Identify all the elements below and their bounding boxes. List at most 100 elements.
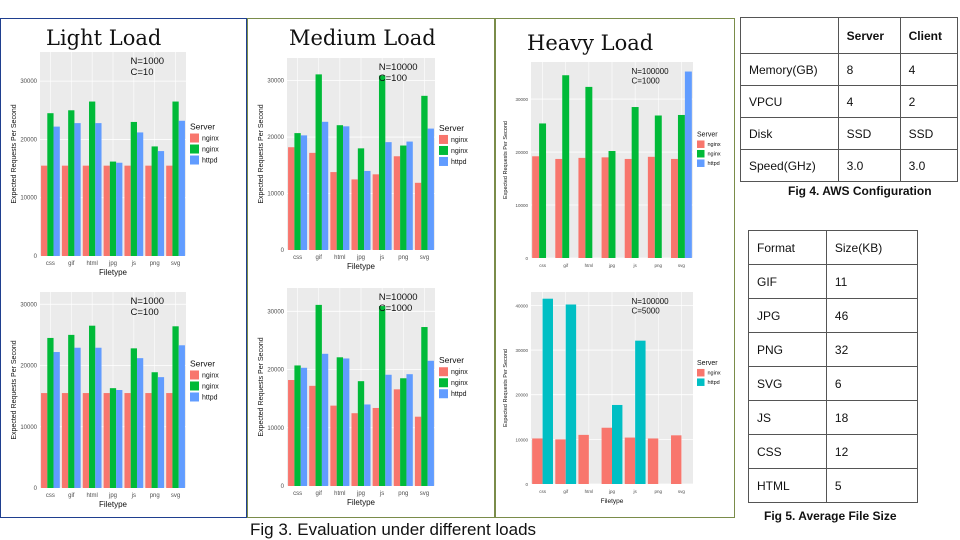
bar xyxy=(647,438,659,484)
x-tick-label: svg xyxy=(171,493,180,499)
y-tick-label: 30000 xyxy=(267,309,284,315)
x-tick-label: svg xyxy=(420,255,429,261)
bar xyxy=(624,437,636,484)
x-tick-label: png xyxy=(398,255,408,261)
x-tick-label: gif xyxy=(563,263,569,268)
bar xyxy=(103,165,110,256)
bar xyxy=(671,158,678,258)
legend-swatch xyxy=(190,381,199,391)
bar xyxy=(406,374,413,486)
y-tick-label: 30000 xyxy=(267,79,284,85)
bar xyxy=(542,298,553,484)
legend-label: httpd xyxy=(202,158,218,165)
bar xyxy=(315,304,322,486)
chart-annotation: N=1000 xyxy=(131,296,165,307)
bar xyxy=(357,381,365,486)
size-cell: 12 xyxy=(825,434,919,469)
bar xyxy=(151,372,158,488)
bar xyxy=(321,121,329,250)
bar xyxy=(400,378,407,486)
bar xyxy=(631,107,639,258)
bar xyxy=(539,123,547,259)
aws-cell: SSD xyxy=(899,117,959,150)
y-tick-label: 0 xyxy=(34,486,38,492)
y-tick-label: 20000 xyxy=(20,364,37,370)
bar xyxy=(145,393,152,488)
bar xyxy=(654,115,662,258)
size-cell: 11 xyxy=(825,264,919,299)
bar xyxy=(671,435,682,484)
chart-light-bottom: 0 10000 20000 30000 css gif html jpg js png svg Fil… xyxy=(11,292,219,509)
y-tick-label: 20000 xyxy=(267,368,284,374)
chart-annotation: C=100 xyxy=(379,73,407,84)
y-tick-label: 20000 xyxy=(515,150,528,155)
bar xyxy=(612,404,623,484)
legend-label: nginx xyxy=(708,142,721,148)
legend-swatch xyxy=(439,156,448,166)
bar xyxy=(294,365,301,486)
chart-annotation: C=5000 xyxy=(631,307,660,316)
x-axis-label: Filetype xyxy=(601,498,624,505)
bar xyxy=(624,158,632,258)
y-tick-label: 0 xyxy=(34,254,38,260)
chart-annotation: N=100000 xyxy=(631,297,669,306)
x-tick-label: jpg xyxy=(108,261,117,267)
bar xyxy=(109,388,117,488)
bar xyxy=(647,156,655,258)
size-cell: HTML xyxy=(748,468,827,503)
bar xyxy=(309,152,316,250)
y-tick-label: 30000 xyxy=(515,97,528,102)
size-cell: 46 xyxy=(825,298,919,333)
legend-title: Server xyxy=(697,360,718,367)
y-axis-label: Expected Requests Per Second xyxy=(503,349,509,427)
bar xyxy=(109,161,117,256)
bar xyxy=(116,390,123,488)
heavy-load-panel xyxy=(495,18,735,518)
bar xyxy=(684,71,692,259)
bar xyxy=(336,357,344,486)
legend-label: nginx xyxy=(202,147,219,154)
x-tick-label: png xyxy=(655,263,663,268)
legend-title: Server xyxy=(439,123,464,133)
bar xyxy=(61,165,69,256)
size-cell: GIF xyxy=(748,264,827,299)
size-header-format: Format xyxy=(748,230,827,265)
x-axis-label: Filetype xyxy=(347,262,376,271)
bar xyxy=(330,172,337,250)
chart-annotation: N=1000 xyxy=(131,56,165,67)
x-tick-label: js xyxy=(633,263,638,268)
y-tick-label: 30000 xyxy=(20,79,37,85)
legend-label: httpd xyxy=(451,391,467,398)
fig4-caption: Fig 4. AWS Configuration xyxy=(788,184,932,198)
bar xyxy=(53,126,60,256)
legend-swatch xyxy=(190,392,199,402)
y-tick-label: 0 xyxy=(281,248,285,254)
bar xyxy=(372,407,379,486)
legend-label: nginx xyxy=(451,148,468,155)
bar xyxy=(406,141,413,250)
y-tick-label: 10000 xyxy=(515,203,528,208)
x-tick-label: html xyxy=(86,493,97,499)
bar xyxy=(421,327,428,486)
legend-label: nginx xyxy=(451,137,468,144)
legend-swatch xyxy=(190,133,199,143)
bar xyxy=(608,150,616,258)
legend-swatch xyxy=(697,149,705,158)
bar xyxy=(53,352,60,488)
legend-title: Server xyxy=(190,358,215,368)
aws-cell: Memory(GB) xyxy=(740,53,839,86)
bar xyxy=(532,156,540,258)
bar xyxy=(385,142,392,250)
bar xyxy=(601,157,609,258)
bar xyxy=(578,157,586,258)
bar xyxy=(89,325,96,488)
bar xyxy=(343,358,350,486)
x-tick-label: html xyxy=(334,255,345,261)
bar xyxy=(61,393,69,488)
bar xyxy=(151,146,158,256)
y-tick-label: 30000 xyxy=(20,302,37,308)
legend-swatch xyxy=(439,367,448,377)
x-tick-label: js xyxy=(633,489,638,494)
bar xyxy=(172,101,179,256)
chart-medium-top: 0 10000 20000 30000 css gif html jpg js png svg Fil… xyxy=(258,58,468,271)
